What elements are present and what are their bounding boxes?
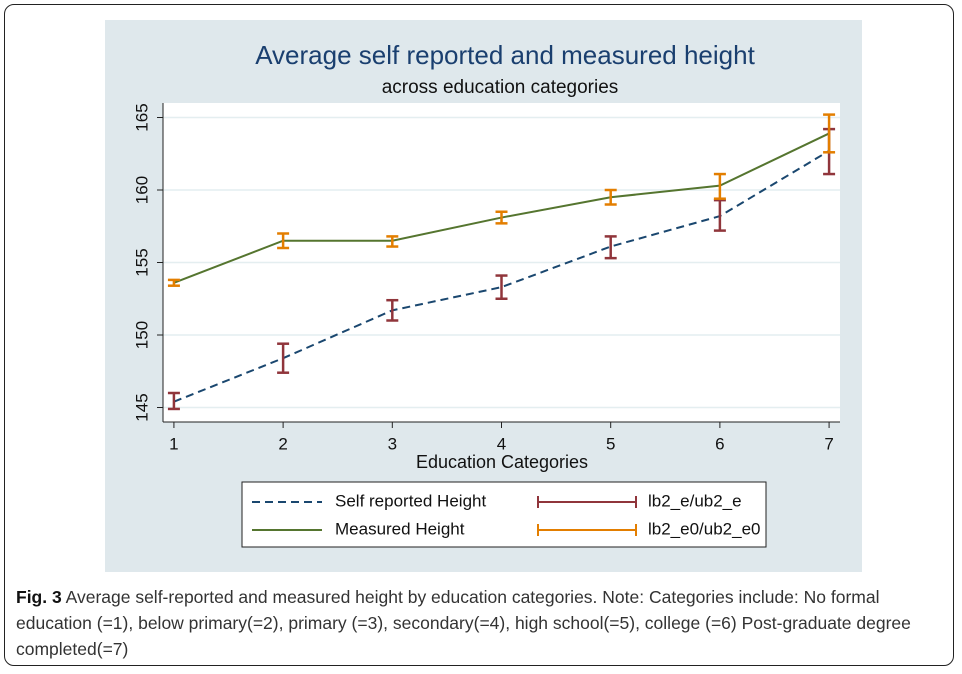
- y-tick-label: 160: [132, 176, 151, 204]
- legend: [241, 481, 767, 548]
- y-tick-label: 150: [132, 321, 151, 349]
- caption-label: Fig. 3: [16, 587, 62, 607]
- x-tick-label: 4: [497, 434, 506, 453]
- legend-label: Self reported Height: [335, 491, 486, 510]
- x-tick-label: 3: [388, 434, 397, 453]
- caption: Fig. 3 Average self-reported and measure…: [16, 584, 941, 662]
- y-tick-label: 165: [132, 103, 151, 131]
- x-tick-label: 1: [169, 434, 178, 453]
- legend-label: lb2_e0/ub2_e0: [648, 519, 761, 538]
- chart-title: Average self reported and measured heigh…: [255, 40, 755, 70]
- y-tick-label: 155: [132, 248, 151, 276]
- legend-label: lb2_e/ub2_e: [648, 491, 742, 510]
- x-tick-label: 6: [715, 434, 724, 453]
- x-axis-label: Education Categories: [416, 452, 588, 472]
- legend-label: Measured Height: [335, 519, 465, 538]
- x-tick-label: 2: [278, 434, 287, 453]
- y-tick-label: 145: [132, 393, 151, 421]
- x-tick-label: 5: [606, 434, 615, 453]
- chart-subtitle: across education categories: [382, 77, 619, 98]
- caption-text: Average self-reported and measured heigh…: [16, 587, 911, 659]
- figure-frame: [4, 4, 954, 666]
- chart: Average self reported and measured heigh…: [105, 20, 862, 572]
- x-tick-label: 7: [824, 434, 833, 453]
